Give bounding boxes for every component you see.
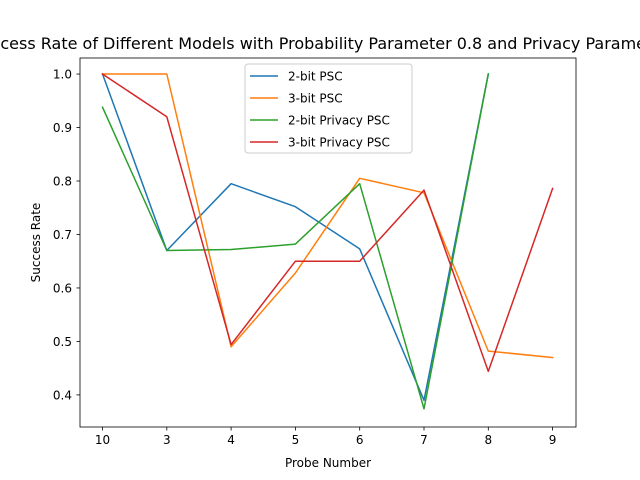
legend-label: 2-bit PSC bbox=[288, 70, 343, 84]
y-tick-label: 0.7 bbox=[53, 228, 72, 242]
series-line-3-bit-privacy-psc bbox=[101, 72, 554, 373]
series-line-3-bit-psc bbox=[101, 73, 554, 359]
x-tick-label: 8 bbox=[484, 433, 492, 447]
legend-frame bbox=[244, 63, 413, 154]
y-axis: 0.4 0.5 0.6 0.7 0.8 0.9 1.0 bbox=[53, 68, 80, 402]
series-group bbox=[101, 72, 554, 410]
x-tick-label: 3 bbox=[163, 433, 171, 447]
series-line-2-bit-privacy-psc bbox=[101, 73, 490, 410]
y-tick-label: 0.4 bbox=[53, 388, 72, 402]
plot-area bbox=[79, 57, 577, 428]
y-axis-label: Success Rate bbox=[29, 203, 43, 283]
x-tick-label: 4 bbox=[227, 433, 235, 447]
legend: 2-bit PSC 3-bit PSC 2-bit Privacy PSC 3-bit… bbox=[244, 63, 413, 154]
legend-label: 2-bit Privacy PSC bbox=[288, 114, 390, 128]
legend-label: 3-bit PSC bbox=[288, 92, 343, 106]
x-tick-label: 6 bbox=[356, 433, 364, 447]
x-tick-label: 9 bbox=[549, 433, 557, 447]
y-tick-label: 0.5 bbox=[53, 335, 72, 349]
x-tick-label: 7 bbox=[420, 433, 428, 447]
y-tick-label: 1.0 bbox=[53, 68, 72, 82]
x-axis: 10 3 4 5 6 7 8 9 bbox=[95, 427, 557, 447]
y-tick-label: 0.9 bbox=[53, 121, 72, 135]
x-tick-label: 10 bbox=[95, 433, 110, 447]
x-axis-label: Probe Number bbox=[285, 456, 371, 470]
y-tick-label: 0.8 bbox=[53, 175, 72, 189]
chart-title: Success Rate of Different Models with Pr… bbox=[0, 34, 640, 53]
legend-label: 3-bit Privacy PSC bbox=[288, 136, 390, 150]
y-tick-label: 0.6 bbox=[53, 281, 72, 295]
x-tick-label: 5 bbox=[292, 433, 300, 447]
